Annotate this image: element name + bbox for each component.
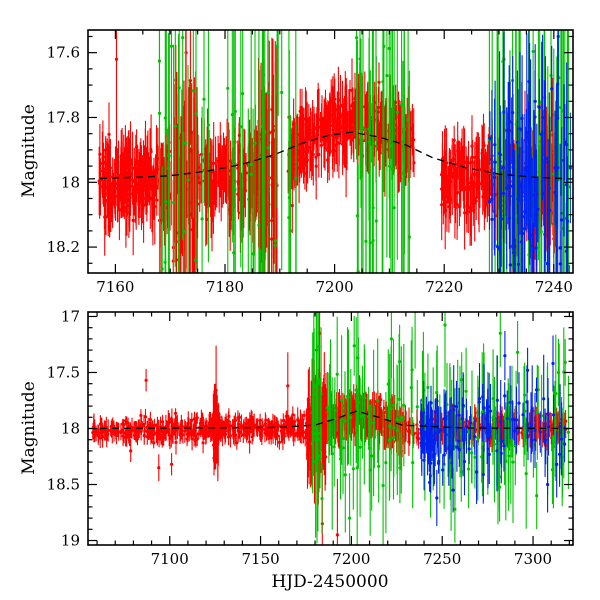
x-tick-label: 7180	[206, 278, 244, 296]
x-tick-label: 7100	[151, 550, 189, 568]
series-blue	[487, 30, 572, 273]
series-blue	[419, 331, 567, 526]
x-tick-label: 7150	[242, 550, 280, 568]
series-red	[97, 30, 559, 273]
y-tick-label: 17	[61, 308, 80, 326]
model-curve	[88, 131, 573, 180]
y-tick-label: 17.5	[47, 364, 80, 382]
series-green	[157, 30, 571, 273]
x-tick-label: 7240	[535, 278, 573, 296]
tick-labels: 7160 7180 7200 7220 7240 17.6 17.8 18 18.2	[47, 44, 573, 296]
y-tick-label: 17.8	[47, 109, 80, 127]
x-tick-label: 7200	[316, 278, 354, 296]
top-panel: 7160 7180 7200 7220 7240 17.6 17.8 18 18.2	[47, 29, 574, 296]
x-tick-label: 7220	[425, 278, 463, 296]
y-tick-label: 18.2	[47, 238, 80, 256]
y-tick-label: 19	[61, 532, 80, 550]
x-tick-label: 7250	[423, 550, 461, 568]
axes	[87, 311, 574, 546]
bottom-y-axis-label: Magnitude	[19, 381, 39, 475]
x-tick-label: 7300	[514, 550, 552, 568]
data-layer	[88, 30, 573, 273]
top-y-axis-label: Magnitude	[19, 104, 39, 198]
panel-frame	[87, 29, 574, 274]
x-tick-label: 7200	[332, 550, 370, 568]
y-tick-label: 18	[61, 420, 80, 438]
y-tick-label: 18	[61, 173, 80, 191]
x-axis-label: HJD-2450000	[271, 572, 388, 592]
y-tick-label: 17.6	[47, 44, 80, 62]
axes	[87, 29, 574, 274]
bottom-panel: 7100 7150 7200 7250 7300 17 17.5 18 18.5 19	[47, 308, 574, 569]
x-tick-label: 7160	[96, 278, 134, 296]
data-layer	[88, 312, 573, 545]
tick-labels: 7100 7150 7200 7250 7300 17 17.5 18 18.5 19	[47, 308, 553, 569]
y-tick-label: 18.5	[47, 476, 80, 494]
